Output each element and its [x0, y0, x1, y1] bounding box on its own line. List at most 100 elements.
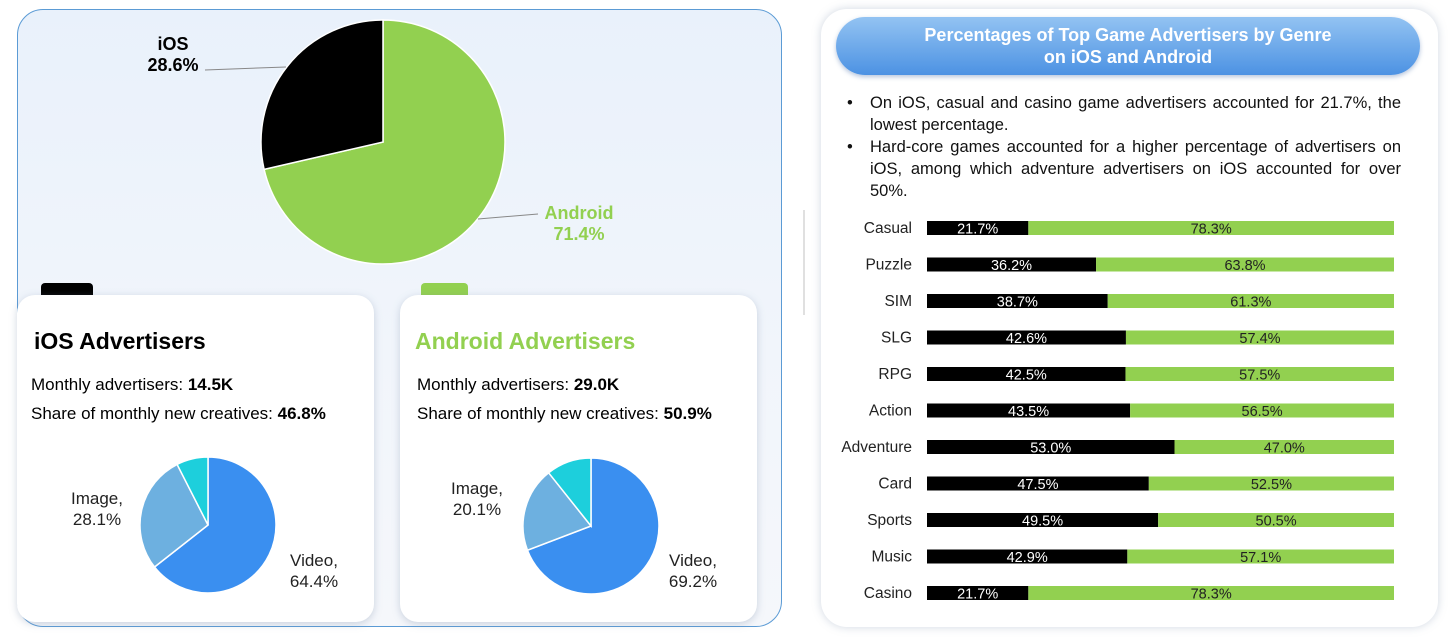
android-monthly-label: Monthly advertisers: [417, 375, 574, 394]
ios-data-label: 42.9% [1007, 550, 1048, 566]
android-leader-line [477, 213, 539, 220]
ios-card-title: iOS Advertisers [34, 328, 206, 354]
android-data-label: 47.0% [1264, 441, 1305, 457]
android-monthly-line: Monthly advertisers: 29.0K [417, 375, 619, 395]
android-bar [1174, 440, 1394, 454]
insight-bullet: Hard-core games accounted for a higher p… [845, 136, 1401, 202]
ios-bar [927, 221, 1029, 235]
category-label: Casual [864, 220, 912, 237]
android-bar [1130, 403, 1394, 418]
android-data-label: 57.5% [1239, 368, 1280, 384]
genre-stacked-bar-chart: Casual 21.7% 78.3% Puzzle 36.2% 63.8% SIM 38.7%… [841, 220, 1394, 603]
genre-chart-title-line2: on iOS and Android [1043, 47, 1213, 67]
android-data-label: 78.3% [1191, 222, 1232, 238]
android-bar [1127, 549, 1394, 564]
android-share-value: 50.9% [663, 404, 712, 423]
android-bar [1096, 257, 1394, 272]
image-slice [139, 463, 209, 569]
android-bar [1158, 513, 1394, 527]
android-bar [1125, 367, 1394, 381]
ios-leader-line [204, 66, 287, 71]
android-bar [1028, 586, 1394, 600]
android-card-title: Android Advertisers [415, 328, 636, 354]
android-callout-name: Android [544, 203, 614, 223]
android-data-label: 61.3% [1230, 295, 1271, 311]
android-bar [1148, 476, 1394, 491]
ios-monthly-label: Monthly advertisers: [31, 375, 188, 394]
insight-bullets: On iOS, casual and casino game advertise… [845, 92, 1401, 202]
ios-bar [927, 440, 1175, 454]
ios-image-label: Image, 28.1% [62, 488, 132, 530]
other-slice [547, 457, 592, 529]
other-slice [176, 456, 209, 526]
ios-data-label: 38.7% [997, 295, 1038, 311]
android-share-line: Share of monthly new creatives: 50.9% [417, 404, 712, 424]
android-video-value: 69.2% [668, 572, 718, 591]
ios-monthly-line: Monthly advertisers: 14.5K [31, 375, 233, 395]
ios-data-label: 42.5% [1006, 368, 1047, 384]
ios-bar [927, 476, 1149, 491]
android-video-name: Video, [669, 551, 717, 570]
ios-bar [927, 403, 1131, 418]
android-data-label: 57.4% [1239, 331, 1280, 347]
android-creative-pie-chart [522, 457, 660, 595]
ios-bar [927, 257, 1097, 272]
category-label: Puzzle [865, 257, 912, 274]
android-share-label: Share of monthly new creatives: [417, 404, 664, 423]
category-label: SLG [881, 330, 912, 347]
android-callout: Android 71.4% [538, 203, 620, 245]
android-image-value: 20.1% [452, 500, 502, 519]
ios-bar [927, 330, 1126, 345]
android-data-label: 56.5% [1242, 404, 1283, 420]
ios-data-label: 21.7% [957, 222, 998, 238]
insight-bullet: On iOS, casual and casino game advertise… [845, 92, 1401, 136]
category-label: Music [872, 549, 913, 566]
ios-monthly-value: 14.5K [187, 375, 234, 394]
video-slice [153, 456, 277, 594]
platform-pie-chart [204, 19, 539, 265]
android-callout-value: 71.4% [553, 224, 605, 244]
android-video-label: Video, 69.2% [658, 550, 728, 592]
category-label: Casino [864, 585, 912, 602]
ios-bar [927, 294, 1108, 308]
ios-creative-pie-chart [139, 456, 277, 594]
ios-image-value: 28.1% [72, 510, 122, 529]
ios-share-value: 46.8% [277, 404, 326, 423]
android-data-label: 52.5% [1251, 477, 1292, 493]
ios-bar [927, 367, 1126, 381]
ios-video-value: 64.4% [289, 572, 339, 591]
android-image-name: Image, [451, 479, 503, 498]
ios-callout-value: 28.6% [147, 55, 199, 75]
genre-chart-title-line1: Percentages of Top Game Advertisers by G… [924, 25, 1332, 45]
ios-image-name: Image, [71, 489, 123, 508]
ios-share-line: Share of monthly new creatives: 46.8% [31, 404, 326, 424]
android-bar [1107, 294, 1394, 308]
android-monthly-value: 29.0K [573, 375, 620, 394]
category-label: Action [869, 403, 912, 420]
ios-data-label: 47.5% [1017, 477, 1058, 493]
category-label: SIM [884, 293, 912, 310]
ios-data-label: 36.2% [991, 258, 1032, 274]
ios-callout: iOS 28.6% [142, 34, 204, 76]
category-label: Card [878, 476, 912, 493]
video-slice [526, 457, 660, 595]
android-data-label: 50.5% [1256, 514, 1297, 530]
ios-data-label: 49.5% [1022, 514, 1063, 530]
category-label: Sports [867, 512, 912, 529]
ios-data-label: 43.5% [1008, 404, 1049, 420]
image-slice [522, 471, 593, 552]
ios-bar [927, 513, 1159, 527]
ios-bar [927, 586, 1029, 600]
android-slice [263, 19, 506, 265]
ios-bar [927, 549, 1128, 564]
ios-slice [260, 19, 384, 171]
android-bar [1125, 330, 1394, 345]
android-data-label: 78.3% [1191, 587, 1232, 603]
android-image-label: Image, 20.1% [442, 478, 512, 520]
android-data-label: 63.8% [1224, 258, 1265, 274]
category-label: RPG [878, 366, 912, 383]
ios-data-label: 42.6% [1006, 331, 1047, 347]
ios-share-label: Share of monthly new creatives: [31, 404, 278, 423]
ios-video-label: Video, 64.4% [279, 550, 349, 592]
ios-data-label: 21.7% [957, 587, 998, 603]
